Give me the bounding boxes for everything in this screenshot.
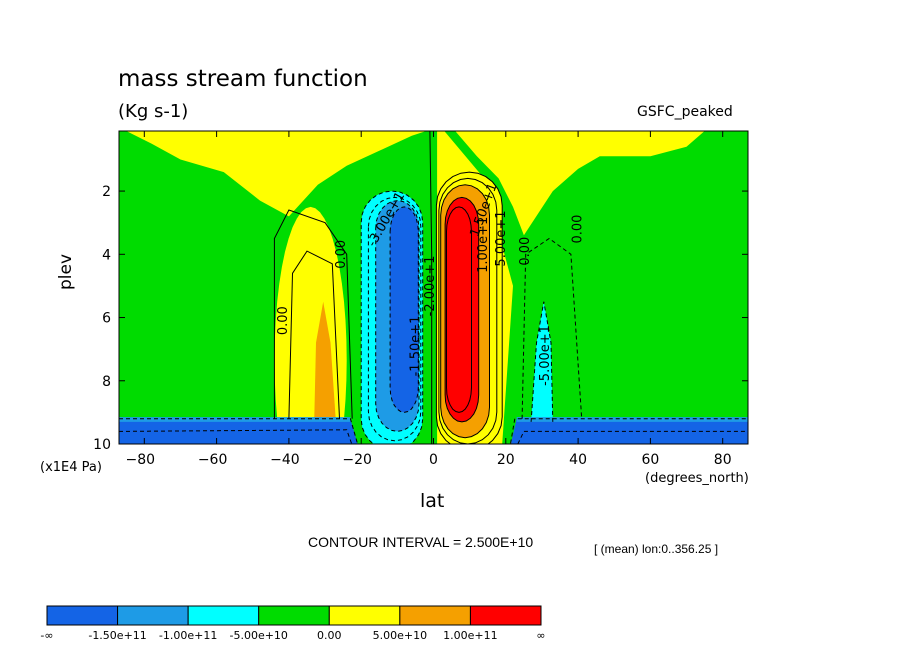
contour-label: 0.00 — [571, 215, 586, 244]
colorbar-label: -1.00e+11 — [159, 629, 217, 642]
contour-label: -1.50e+1 — [409, 316, 424, 377]
contour-south-4 — [389, 206, 419, 413]
contour-interval-note: CONTOUR INTERVAL = 2.500E+10 — [308, 534, 534, 550]
fill-surface-north-edge — [516, 417, 748, 422]
fill-south-blue — [390, 206, 419, 413]
contour-south-1 — [360, 190, 424, 444]
y-tick-label: 8 — [102, 374, 111, 390]
x-tick-label: −80 — [126, 452, 156, 468]
contour-south-3 — [375, 200, 420, 432]
colorbar-label: -1.50e+11 — [88, 629, 146, 642]
chart-title: mass stream function — [118, 66, 368, 92]
colorbar-swatch — [328, 605, 401, 626]
fill-south-ferrel-orange — [314, 301, 336, 429]
contour-north-3 — [440, 184, 490, 439]
x-tick-label: −60 — [198, 452, 228, 468]
mean-note: [ (mean) lon:0..356.25 ] — [594, 542, 719, 556]
colorbar-label: 5.00e+10 — [373, 629, 427, 642]
contour-north-1 — [435, 171, 503, 444]
contour-label: 0.00 — [276, 306, 291, 335]
x-tick-label: 40 — [569, 452, 587, 468]
contour-surface-south-1 — [119, 418, 359, 444]
axes-group: −80 −60 −40 −20 0 20 40 60 80 2 4 6 8 10 — [93, 130, 749, 468]
y-axis-units: (x1E4 Pa) — [40, 460, 102, 475]
contour-fills: 0.000.00-3.00e+1-2.00e+1-1.50e+11.50e+11… — [119, 131, 748, 444]
x-tick-label: −20 — [342, 452, 372, 468]
contour-label: 1.00e+1 — [476, 217, 491, 273]
x-tick-label: 0 — [429, 452, 438, 468]
contour-north-4 — [444, 196, 480, 423]
colorbar-swatch — [258, 605, 330, 626]
contour-label: 0.00 — [518, 237, 533, 266]
contour-surface-south-2 — [119, 429, 353, 444]
plot-area: 0.000.00-3.00e+1-2.00e+1-1.50e+11.50e+11… — [119, 131, 748, 444]
colorbar-swatch — [117, 605, 189, 626]
x-axis-units: (degrees_north) — [645, 471, 749, 486]
fill-green-south — [119, 131, 438, 444]
y-tick-label: 4 — [102, 247, 111, 263]
contour-north-2 — [438, 177, 498, 444]
x-axis-label: lat — [420, 490, 445, 512]
colorbar-label: ∞ — [536, 629, 545, 642]
contour-surface-north-1 — [509, 418, 748, 444]
y-tick-label: 6 — [102, 311, 111, 327]
contour-north-5 — [446, 206, 472, 413]
contour-north-ferrel-1 — [521, 237, 583, 419]
colorbar: -∞ -1.50e+11 -1.00e+11 -5.00e+10 0.00 5.00e+1… — [40, 605, 546, 642]
colorbar-swatch — [187, 605, 260, 626]
colorbar-label: 1.00e+11 — [443, 629, 497, 642]
contour-south-ferrel-1 — [288, 250, 340, 419]
x-tick-label: 20 — [497, 452, 515, 468]
contour-label: 0.00 — [334, 240, 349, 269]
fill-surface-south-edge — [119, 417, 351, 422]
fill-green-north — [444, 131, 748, 444]
colorbar-label: -∞ — [40, 629, 53, 642]
contour-surface-north-2 — [517, 430, 748, 444]
x-tick-label: 80 — [714, 452, 732, 468]
contour-label: 5.00e+1 — [494, 210, 509, 266]
y-tick-label: 2 — [102, 184, 111, 200]
fill-surface-south — [119, 418, 358, 444]
x-tick-label: 60 — [641, 452, 659, 468]
dataset-label: GSFC_peaked — [637, 104, 733, 120]
chart-units: (Kg s-1) — [118, 101, 189, 122]
contour-north-ferrel-2 — [530, 301, 554, 422]
colorbar-label: -5.00e+10 — [229, 629, 287, 642]
contour-zero-equator — [429, 131, 433, 444]
contour-label: -2.00e+1 — [423, 256, 438, 317]
fill-surface-north — [510, 418, 748, 444]
colorbar-label: 0.00 — [317, 629, 342, 642]
contour-south-2 — [367, 196, 422, 442]
colorbar-swatch — [46, 605, 119, 626]
contour-label: -5.00e+1 — [538, 325, 553, 386]
x-tick-label: −40 — [270, 452, 300, 468]
y-tick-label: 10 — [93, 437, 111, 453]
colorbar-swatch — [469, 605, 542, 626]
colorbar-swatch — [399, 605, 471, 626]
contour-south-ferrel-zero — [273, 209, 353, 419]
fill-north-red — [445, 197, 479, 422]
fill-north-ferrel-cyan — [531, 301, 553, 429]
